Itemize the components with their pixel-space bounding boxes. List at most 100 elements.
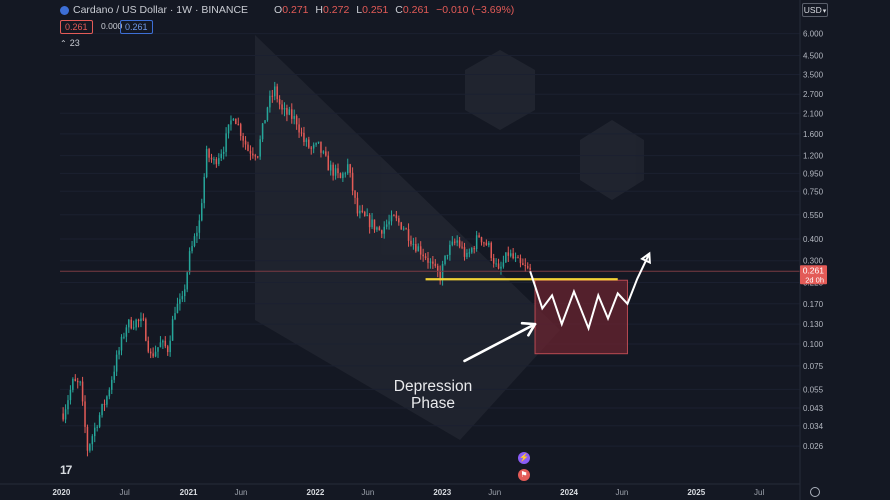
candle bbox=[69, 385, 72, 405]
x-tick-label: Jun bbox=[361, 488, 374, 497]
candle bbox=[368, 213, 371, 234]
candle bbox=[64, 404, 67, 424]
y-tick-label: 0.075 bbox=[803, 362, 824, 371]
candle bbox=[436, 263, 439, 278]
candle bbox=[490, 241, 492, 262]
y-tick-label: 3.500 bbox=[803, 71, 824, 80]
candle bbox=[249, 145, 252, 161]
y-tick-label: 0.750 bbox=[803, 187, 824, 196]
candle bbox=[162, 339, 164, 349]
candle bbox=[208, 147, 210, 163]
candle bbox=[466, 249, 468, 260]
y-tick-label: 1.200 bbox=[803, 152, 824, 161]
candle bbox=[475, 230, 478, 252]
candle bbox=[111, 376, 113, 394]
candle bbox=[118, 346, 120, 360]
candle bbox=[191, 240, 193, 254]
candle bbox=[181, 290, 184, 303]
candle bbox=[89, 443, 91, 453]
candle bbox=[495, 258, 497, 267]
candle bbox=[86, 424, 89, 457]
candle bbox=[432, 256, 434, 269]
candle bbox=[220, 149, 222, 162]
candle bbox=[422, 248, 424, 262]
candle bbox=[388, 214, 390, 230]
x-axis[interactable]: 2020 Jul 2021 Jun 2022 Jun 2023 Jun 2024 Jun 2025 J… bbox=[0, 483, 800, 497]
depression-zone bbox=[534, 279, 628, 355]
candle bbox=[334, 164, 337, 180]
candle bbox=[176, 297, 179, 314]
y-tick-label: 0.055 bbox=[803, 385, 824, 394]
candle bbox=[468, 248, 471, 258]
candle bbox=[483, 241, 485, 247]
candle bbox=[149, 348, 152, 359]
candle bbox=[349, 163, 351, 178]
candle bbox=[142, 313, 145, 322]
candle bbox=[215, 157, 218, 168]
candle bbox=[113, 365, 115, 383]
y-tick-label: 0.100 bbox=[803, 340, 824, 349]
candle bbox=[278, 95, 281, 110]
flag-event-icon[interactable]: ⚑ bbox=[518, 469, 530, 481]
candle bbox=[276, 83, 278, 103]
candle bbox=[244, 136, 247, 150]
candle bbox=[210, 153, 213, 163]
candle bbox=[325, 146, 327, 157]
candle bbox=[247, 141, 249, 152]
x-tick-label: Jun bbox=[235, 488, 248, 497]
candle bbox=[327, 151, 330, 171]
symbol-title[interactable]: Cardano / US Dollar · 1W · BINANCE bbox=[73, 4, 249, 16]
candle bbox=[444, 255, 446, 266]
indicators-toggle[interactable]: ⌃ 23 bbox=[60, 38, 80, 48]
symbol-header: Cardano / US Dollar · 1W · BINANCE O0.27… bbox=[60, 3, 518, 17]
candle bbox=[81, 376, 84, 406]
price-tag: 0.261 2d 0h bbox=[800, 265, 827, 285]
buy-price-button[interactable]: 0.261 bbox=[120, 20, 153, 34]
open-label: O bbox=[274, 4, 283, 16]
chevron-down-icon: ▾ bbox=[822, 8, 827, 15]
candle bbox=[74, 374, 77, 382]
projected-path bbox=[529, 253, 651, 332]
candle bbox=[497, 258, 500, 270]
candle bbox=[519, 254, 522, 268]
candle bbox=[227, 124, 230, 139]
currency-selector[interactable]: USD▾ bbox=[802, 3, 828, 17]
annotation-arrow bbox=[463, 322, 537, 363]
candle bbox=[371, 213, 373, 230]
x-tick-label: 2023 bbox=[433, 488, 451, 497]
candle bbox=[480, 236, 483, 246]
y-tick-label: 0.300 bbox=[803, 257, 824, 266]
candle bbox=[461, 241, 463, 250]
y-tick-label: 0.034 bbox=[803, 422, 824, 431]
open-value: 0.271 bbox=[282, 4, 309, 16]
y-tick-label: 0.130 bbox=[803, 320, 824, 329]
candle bbox=[449, 240, 451, 261]
candle bbox=[454, 238, 456, 246]
candle bbox=[147, 336, 150, 354]
y-tick-label: 0.043 bbox=[803, 404, 824, 413]
candle bbox=[517, 255, 519, 259]
high-value: 0.272 bbox=[323, 4, 350, 16]
candle bbox=[137, 318, 140, 328]
candle bbox=[239, 122, 242, 141]
sell-price-button[interactable]: 0.261 bbox=[60, 20, 93, 34]
candle bbox=[346, 158, 349, 175]
y-tick-label: 0.550 bbox=[803, 211, 824, 220]
x-tick-label: 2025 bbox=[687, 488, 705, 497]
candle bbox=[412, 237, 415, 250]
x-tick-label: 2024 bbox=[560, 488, 578, 497]
ohlc-values: O0.271 H0.272 L0.251 C0.261 −0.010 (−3.6… bbox=[274, 4, 518, 16]
candle bbox=[512, 248, 514, 260]
annotation-arrowhead bbox=[520, 321, 537, 337]
price-tag-bg bbox=[800, 265, 827, 285]
candle bbox=[303, 126, 305, 146]
settings-icon[interactable] bbox=[810, 487, 820, 497]
chevron-up-icon: ⌃ bbox=[60, 38, 67, 48]
price-tag-countdown: 2d 0h bbox=[805, 275, 824, 284]
tradingview-logo-icon[interactable]: 17 bbox=[60, 463, 72, 477]
y-axis[interactable]: 6.000 4.500 3.500 2.700 2.100 1.600 1.200 0.950… bbox=[799, 0, 824, 500]
candle bbox=[252, 147, 254, 159]
lightning-event-icon[interactable]: ⚡ bbox=[518, 452, 530, 464]
candle bbox=[169, 335, 171, 357]
